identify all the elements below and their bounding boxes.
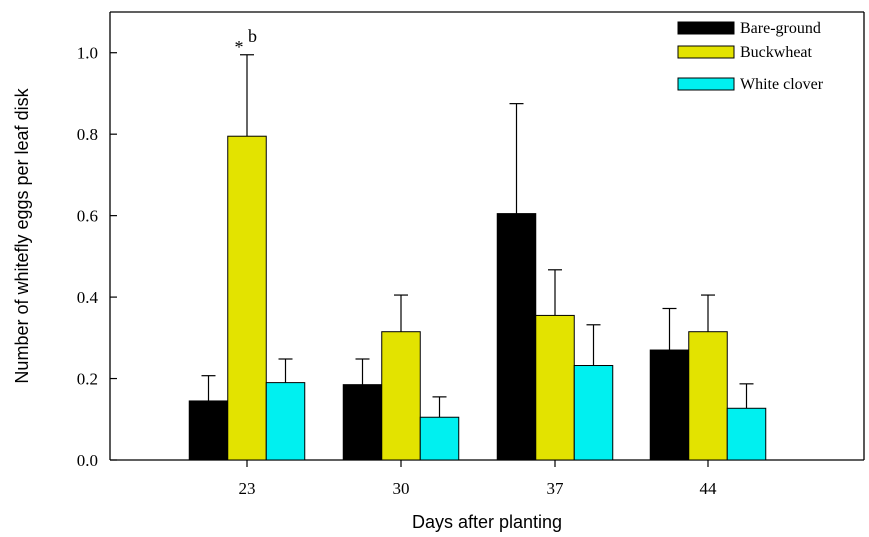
legend: Bare-ground Buckwheat White clover — [677, 20, 824, 93]
x-tick-label: 44 — [700, 479, 718, 498]
bar-buckwheat-30 — [381, 331, 421, 461]
bar-bare-ground-44 — [649, 349, 690, 461]
y-axis-title: Number of whitefly eggs per leaf disk — [12, 87, 32, 383]
y-ticks-group: 0.0 0.2 0.4 0.6 0.8 1.0 — [77, 44, 117, 470]
bar-white-clover-44 — [726, 407, 767, 461]
legend-swatch-bare-ground — [677, 21, 735, 35]
bar-buckwheat-37 — [535, 314, 575, 461]
plot-area: 0.0 0.2 0.4 0.6 0.8 1.0 23 30 37 44 — [77, 11, 865, 498]
x-ticks-group: 23 30 37 44 — [239, 460, 718, 498]
legend-swatch-buckwheat — [677, 45, 735, 59]
y-tick-label: 0.8 — [77, 125, 98, 144]
x-tick-label: 23 — [239, 479, 256, 498]
legend-label-white-clover: White clover — [740, 76, 824, 93]
bar-white-clover-23 — [265, 382, 306, 461]
bar-white-clover-30 — [419, 416, 460, 461]
x-axis-title: Days after planting — [412, 512, 562, 532]
y-tick-label: 1.0 — [77, 44, 98, 63]
y-tick-label: 0.0 — [77, 451, 98, 470]
x-tick-label: 30 — [393, 479, 410, 498]
y-tick-label: 0.4 — [77, 288, 99, 307]
bar-buckwheat-23 — [227, 135, 267, 461]
y-tick-label: 0.6 — [77, 207, 98, 226]
annotations-group: * b — [235, 26, 258, 57]
bar-bare-ground-23 — [188, 400, 229, 461]
legend-swatch-white-clover — [677, 77, 735, 91]
x-tick-label: 37 — [547, 479, 565, 498]
bar-white-clover-37 — [573, 365, 614, 461]
bars-group — [188, 54, 767, 461]
legend-label-bare-ground: Bare-ground — [740, 20, 821, 37]
y-tick-label: 0.2 — [77, 370, 98, 389]
bar-buckwheat-44 — [688, 331, 728, 461]
significance-asterisk: * — [235, 37, 244, 57]
bar-bare-ground-37 — [496, 213, 537, 461]
bar-bare-ground-30 — [342, 384, 383, 461]
legend-label-buckwheat: Buckwheat — [740, 44, 813, 61]
annotation-label: b — [248, 26, 257, 46]
